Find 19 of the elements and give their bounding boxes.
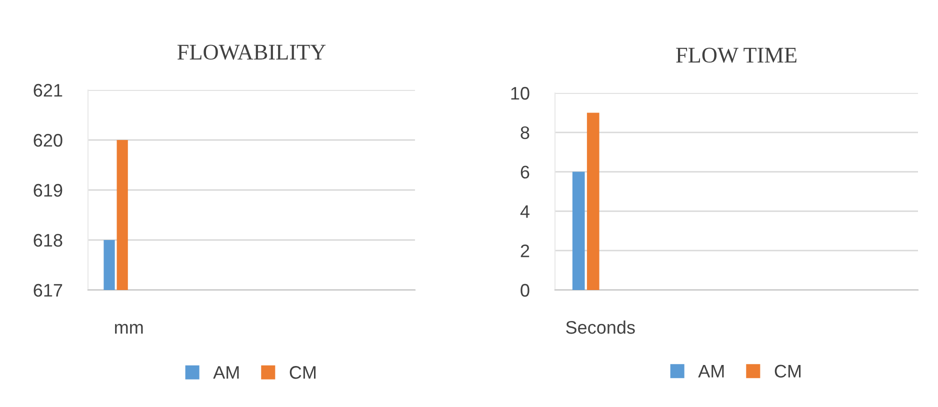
y-tick-label: 618 (34, 234, 62, 247)
y-tick-label: 6 (520, 166, 530, 179)
x-tick-label: Seconds (566, 320, 635, 334)
y-tick-label: 619 (34, 184, 62, 197)
y-tick-label: 617 (34, 284, 62, 297)
y-tick-label: 4 (520, 205, 530, 218)
y-tick-label: 0 (520, 284, 530, 297)
legend-label: CM (774, 364, 801, 378)
x-tick-label: mm (115, 324, 143, 334)
chart-title: FLOWABILITY (177, 44, 326, 60)
legend-label: AM (698, 364, 724, 378)
y-tick-label: 2 (520, 244, 530, 258)
legend-label: CM (290, 366, 316, 379)
y-tick-label: 10 (511, 86, 530, 100)
y-tick-label: 8 (520, 126, 530, 140)
y-tick-label: 620 (34, 134, 62, 147)
chart-title: FLOW TIME (676, 48, 796, 63)
legend-label: AM (213, 366, 239, 379)
y-tick-label: 621 (34, 84, 62, 97)
